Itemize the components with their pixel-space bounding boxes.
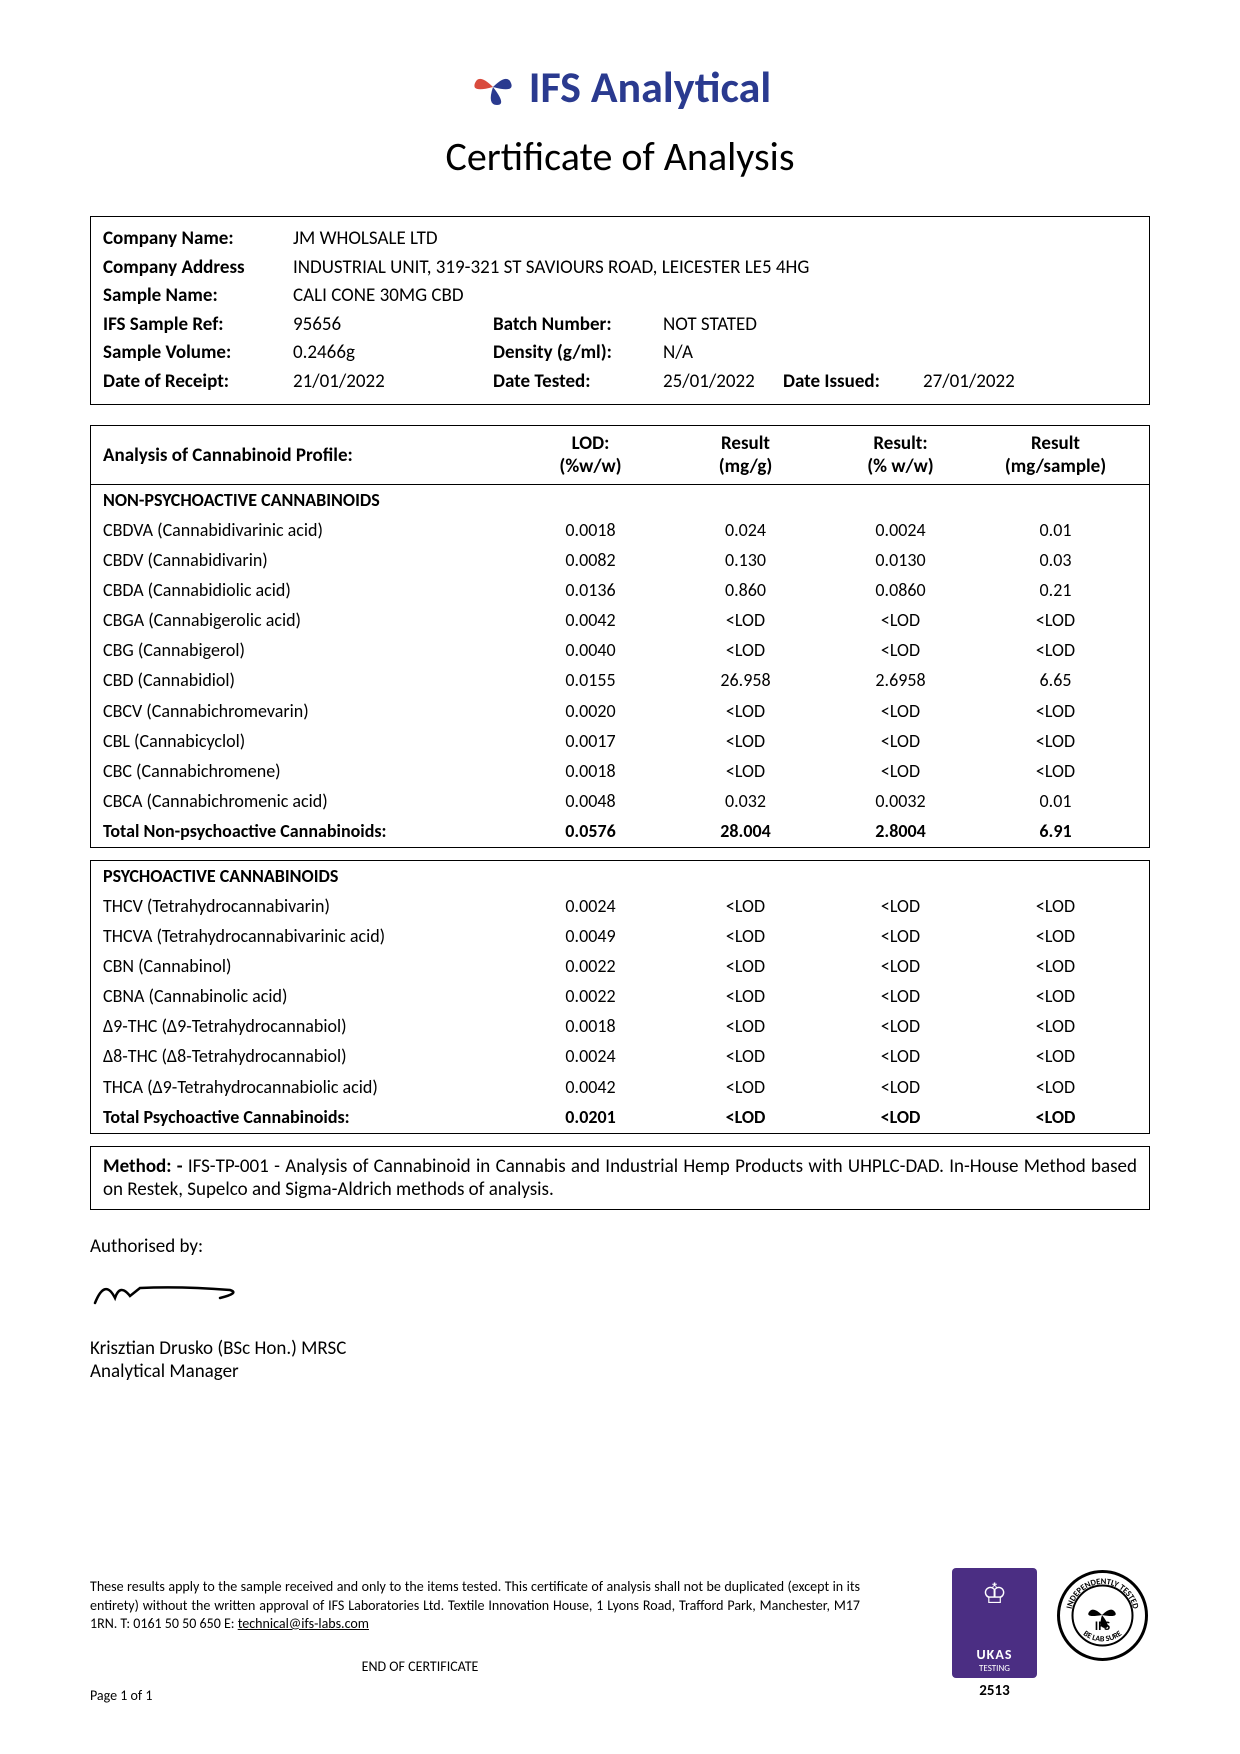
table-row: CBDA (Cannabidiolic acid)0.01360.8600.08… xyxy=(91,575,1149,605)
sample-info-box: Company Name: JM WHOLSALE LTD Company Ad… xyxy=(90,216,1150,405)
table-row: CBDVA (Cannabidivarinic acid)0.00180.024… xyxy=(91,515,1149,545)
header-result-pct: Result: (% w/w) xyxy=(823,432,978,478)
disclaimer-text: These results apply to the sample receiv… xyxy=(90,1578,860,1633)
table-row: CBC (Cannabichromene)0.0018<LOD<LOD<LOD xyxy=(91,756,1149,786)
table-row: CBN (Cannabinol)0.0022<LOD<LOD<LOD xyxy=(91,951,1149,981)
value-batch: NOT STATED xyxy=(663,311,757,340)
svg-text:IFS: IFS xyxy=(1095,1619,1110,1634)
table-row: CBCV (Cannabichromevarin)0.0020<LOD<LOD<… xyxy=(91,696,1149,726)
section-non-psychoactive: NON-PSYCHOACTIVE CANNABINOIDS xyxy=(91,485,1149,515)
accreditation-badges: ♔ UKAS TESTING 2513 INDEPENDENTLY TESTED… xyxy=(952,1568,1150,1700)
header: IFS Analytical Certificate of Analysis xyxy=(90,60,1150,181)
label-sample-name: Sample Name: xyxy=(103,282,293,311)
value-company-address: INDUSTRIAL UNIT, 319-321 ST SAVIOURS ROA… xyxy=(293,254,809,283)
value-company-name: JM WHOLSALE LTD xyxy=(293,225,438,254)
header-lod: LOD: (%w/w) xyxy=(513,432,668,478)
method-box: Method: - IFS-TP-001 - Analysis of Canna… xyxy=(90,1146,1150,1210)
label-receipt: Date of Receipt: xyxy=(103,368,293,397)
auth-title: Analytical Manager xyxy=(90,1360,1150,1383)
table-row: THCA (Δ9-Tetrahydrocannabiolic acid)0.00… xyxy=(91,1072,1149,1102)
total-psychoactive: Total Psychoactive Cannabinoids: 0.0201 … xyxy=(91,1102,1149,1133)
method-label: Method: - xyxy=(103,1155,188,1178)
company-name: IFS Analytical xyxy=(529,60,771,114)
label-density: Density (g/ml): xyxy=(493,339,663,368)
table-row: THCV (Tetrahydrocannabivarin)0.0024<LOD<… xyxy=(91,891,1149,921)
signature-icon xyxy=(90,1268,290,1313)
footer: These results apply to the sample receiv… xyxy=(90,1578,1150,1704)
header-result-mgg: Result (mg/g) xyxy=(668,432,823,478)
table-row: CBL (Cannabicyclol)0.0017<LOD<LOD<LOD xyxy=(91,726,1149,756)
value-receipt: 21/01/2022 xyxy=(293,368,493,397)
propeller-icon xyxy=(469,63,517,111)
value-tested: 25/01/2022 xyxy=(663,368,783,397)
crown-icon: ♔ xyxy=(982,1576,1007,1611)
table-row: CBDV (Cannabidivarin)0.00820.1300.01300.… xyxy=(91,545,1149,575)
authorisation-section: Authorised by: Krisztian Drusko (BSc Hon… xyxy=(90,1235,1150,1383)
email-link[interactable]: technical@ifs-labs.com xyxy=(238,1615,369,1632)
section-psychoactive: PSYCHOACTIVE CANNABINOIDS xyxy=(91,861,1149,891)
table-row: THCVA (Tetrahydrocannabivarinic acid)0.0… xyxy=(91,921,1149,951)
method-text: IFS-TP-001 - Analysis of Cannabinoid in … xyxy=(103,1155,1137,1201)
label-tested: Date Tested: xyxy=(493,368,663,397)
value-density: N/A xyxy=(663,339,693,368)
table-title: Analysis of Cannabinoid Profile: xyxy=(103,432,513,478)
value-ifs-ref: 95656 xyxy=(293,311,493,340)
document-title: Certificate of Analysis xyxy=(90,132,1150,181)
table-row: CBD (Cannabidiol)0.015526.9582.69586.65 xyxy=(91,665,1149,695)
table-row: Δ8-THC (Δ8-Tetrahydrocannabiol)0.0024<LO… xyxy=(91,1041,1149,1071)
non-psychoactive-table: Analysis of Cannabinoid Profile: LOD: (%… xyxy=(90,425,1150,848)
label-company-address: Company Address xyxy=(103,254,293,283)
label-batch: Batch Number: xyxy=(493,311,663,340)
ukas-badge: ♔ UKAS TESTING 2513 xyxy=(952,1568,1037,1700)
company-logo: IFS Analytical xyxy=(90,60,1150,114)
value-volume: 0.2466g xyxy=(293,339,493,368)
total-non-psychoactive: Total Non-psychoactive Cannabinoids: 0.0… xyxy=(91,816,1149,847)
ukas-number: 2513 xyxy=(952,1682,1037,1700)
table-row: CBNA (Cannabinolic acid)0.0022<LOD<LOD<L… xyxy=(91,981,1149,1011)
value-issued: 27/01/2022 xyxy=(923,368,1015,397)
label-volume: Sample Volume: xyxy=(103,339,293,368)
table-row: CBGA (Cannabigerolic acid)0.0042<LOD<LOD… xyxy=(91,605,1149,635)
table-row: CBG (Cannabigerol)0.0040<LOD<LOD<LOD xyxy=(91,635,1149,665)
table-row: CBCA (Cannabichromenic acid)0.00480.0320… xyxy=(91,786,1149,816)
label-issued: Date Issued: xyxy=(783,368,923,397)
ifs-seal-icon: INDEPENDENTLY TESTED IFS BE LAB SURE xyxy=(1055,1568,1150,1663)
value-sample-name: CALI CONE 30MG CBD xyxy=(293,282,464,311)
psychoactive-table: PSYCHOACTIVE CANNABINOIDS THCV (Tetrahyd… xyxy=(90,860,1150,1134)
label-company-name: Company Name: xyxy=(103,225,293,254)
auth-name: Krisztian Drusko (BSc Hon.) MRSC xyxy=(90,1337,1150,1360)
auth-label: Authorised by: xyxy=(90,1235,1150,1258)
header-result-mgsample: Result (mg/sample) xyxy=(978,432,1133,478)
label-ifs-ref: IFS Sample Ref: xyxy=(103,311,293,340)
table-row: Δ9-THC (Δ9-Tetrahydrocannabiol)0.0018<LO… xyxy=(91,1011,1149,1041)
